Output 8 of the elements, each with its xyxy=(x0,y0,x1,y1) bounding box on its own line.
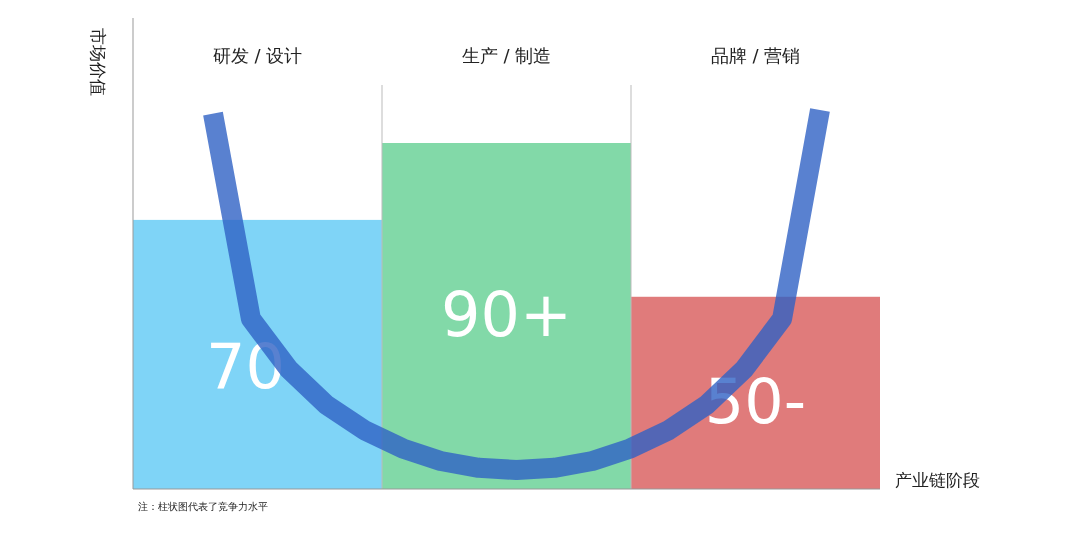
data-label: 70 xyxy=(206,329,285,403)
x-tick-label: 生产 / 制造 xyxy=(461,45,552,66)
x-tick-label: 品牌 / 营销 xyxy=(710,45,801,66)
y-axis-title: 市场价值 xyxy=(88,28,108,96)
data-label: 90+ xyxy=(441,278,572,351)
x-tick-label: 研发 / 设计 xyxy=(212,45,303,66)
text: 注：柱状图代表了竞争力水平 xyxy=(138,501,268,512)
x-axis-title: 产业链阶段 xyxy=(895,470,980,490)
